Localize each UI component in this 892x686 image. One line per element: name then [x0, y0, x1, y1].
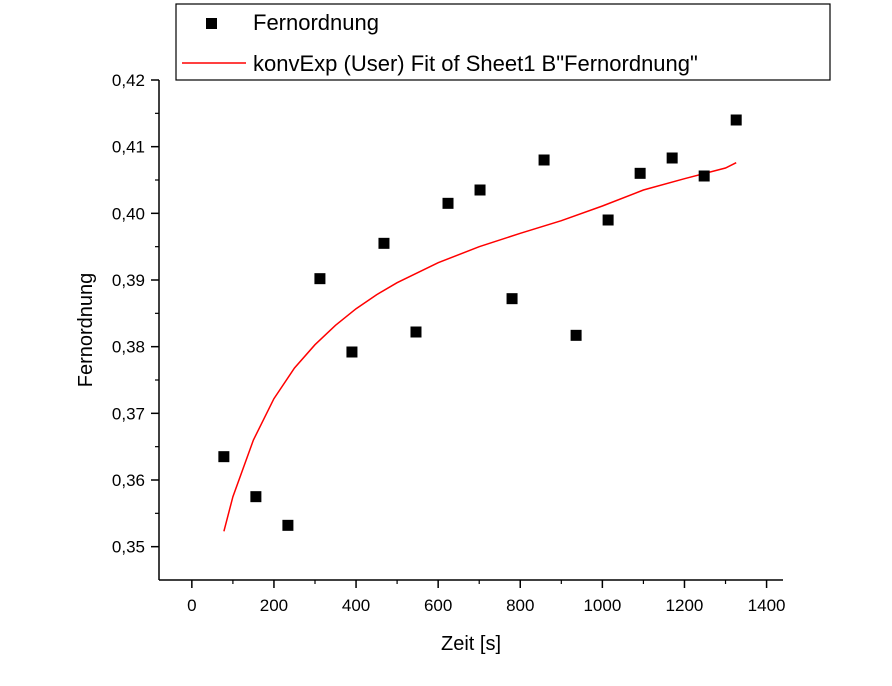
- legend-label-scatter: Fernordnung: [253, 10, 379, 35]
- data-point: [666, 152, 678, 164]
- y-tick-label: 0,41: [112, 138, 145, 157]
- x-tick-label: 1200: [666, 596, 704, 615]
- y-tick-label: 0,35: [112, 538, 145, 557]
- data-point: [602, 214, 614, 226]
- data-point: [442, 197, 454, 209]
- data-point: [218, 451, 230, 463]
- y-tick-label: 0,40: [112, 204, 145, 223]
- legend: Fernordnung konvExp (User) Fit of Sheet1…: [175, 3, 831, 81]
- data-point: [538, 154, 550, 166]
- x-tick-label: 800: [506, 596, 534, 615]
- y-axis-ticks: 0,35 0,36 0,37 0,38 0,39 0,40 0,41 0,42: [112, 71, 159, 557]
- plot-area: [218, 114, 742, 532]
- x-tick-label: 1400: [748, 596, 786, 615]
- data-point: [282, 519, 294, 531]
- data-point: [634, 167, 646, 179]
- data-point: [250, 491, 262, 503]
- y-tick-label: 0,38: [112, 338, 145, 357]
- data-point: [410, 326, 422, 338]
- data-points: [218, 114, 742, 531]
- legend-marker-scatter: [206, 18, 217, 29]
- data-point: [730, 114, 742, 126]
- x-tick-label: 600: [424, 596, 452, 615]
- data-point: [346, 346, 358, 358]
- axes: 0 200 400 600 800 1000 1200 1400 0,350,360,370,…: [112, 71, 786, 615]
- data-point: [474, 184, 486, 196]
- x-tick-label: 1000: [583, 596, 621, 615]
- data-point: [506, 293, 518, 305]
- y-tick-label: 0,36: [112, 471, 145, 490]
- x-tick-label: 400: [342, 596, 370, 615]
- fit-curve: [223, 162, 737, 532]
- data-point: [314, 273, 326, 285]
- x-tick-label: 0: [187, 596, 196, 615]
- x-tick-label: 200: [260, 596, 288, 615]
- y-tick-label: 0,42: [112, 71, 145, 90]
- data-point: [378, 237, 390, 249]
- data-point: [698, 170, 710, 182]
- data-point: [570, 329, 582, 341]
- y-tick-label: 0,37: [112, 404, 145, 423]
- legend-label-fit: konvExp (User) Fit of Sheet1 B"Fernordnu…: [253, 51, 698, 76]
- y-axis-title: Fernordnung: [75, 273, 97, 388]
- legend-box: [175, 3, 831, 81]
- x-axis-ticks: 0 200 400 600 800 1000 1200 1400: [187, 580, 785, 615]
- y-tick-label: 0,39: [112, 271, 145, 290]
- x-axis-title: Zeit [s]: [441, 633, 501, 655]
